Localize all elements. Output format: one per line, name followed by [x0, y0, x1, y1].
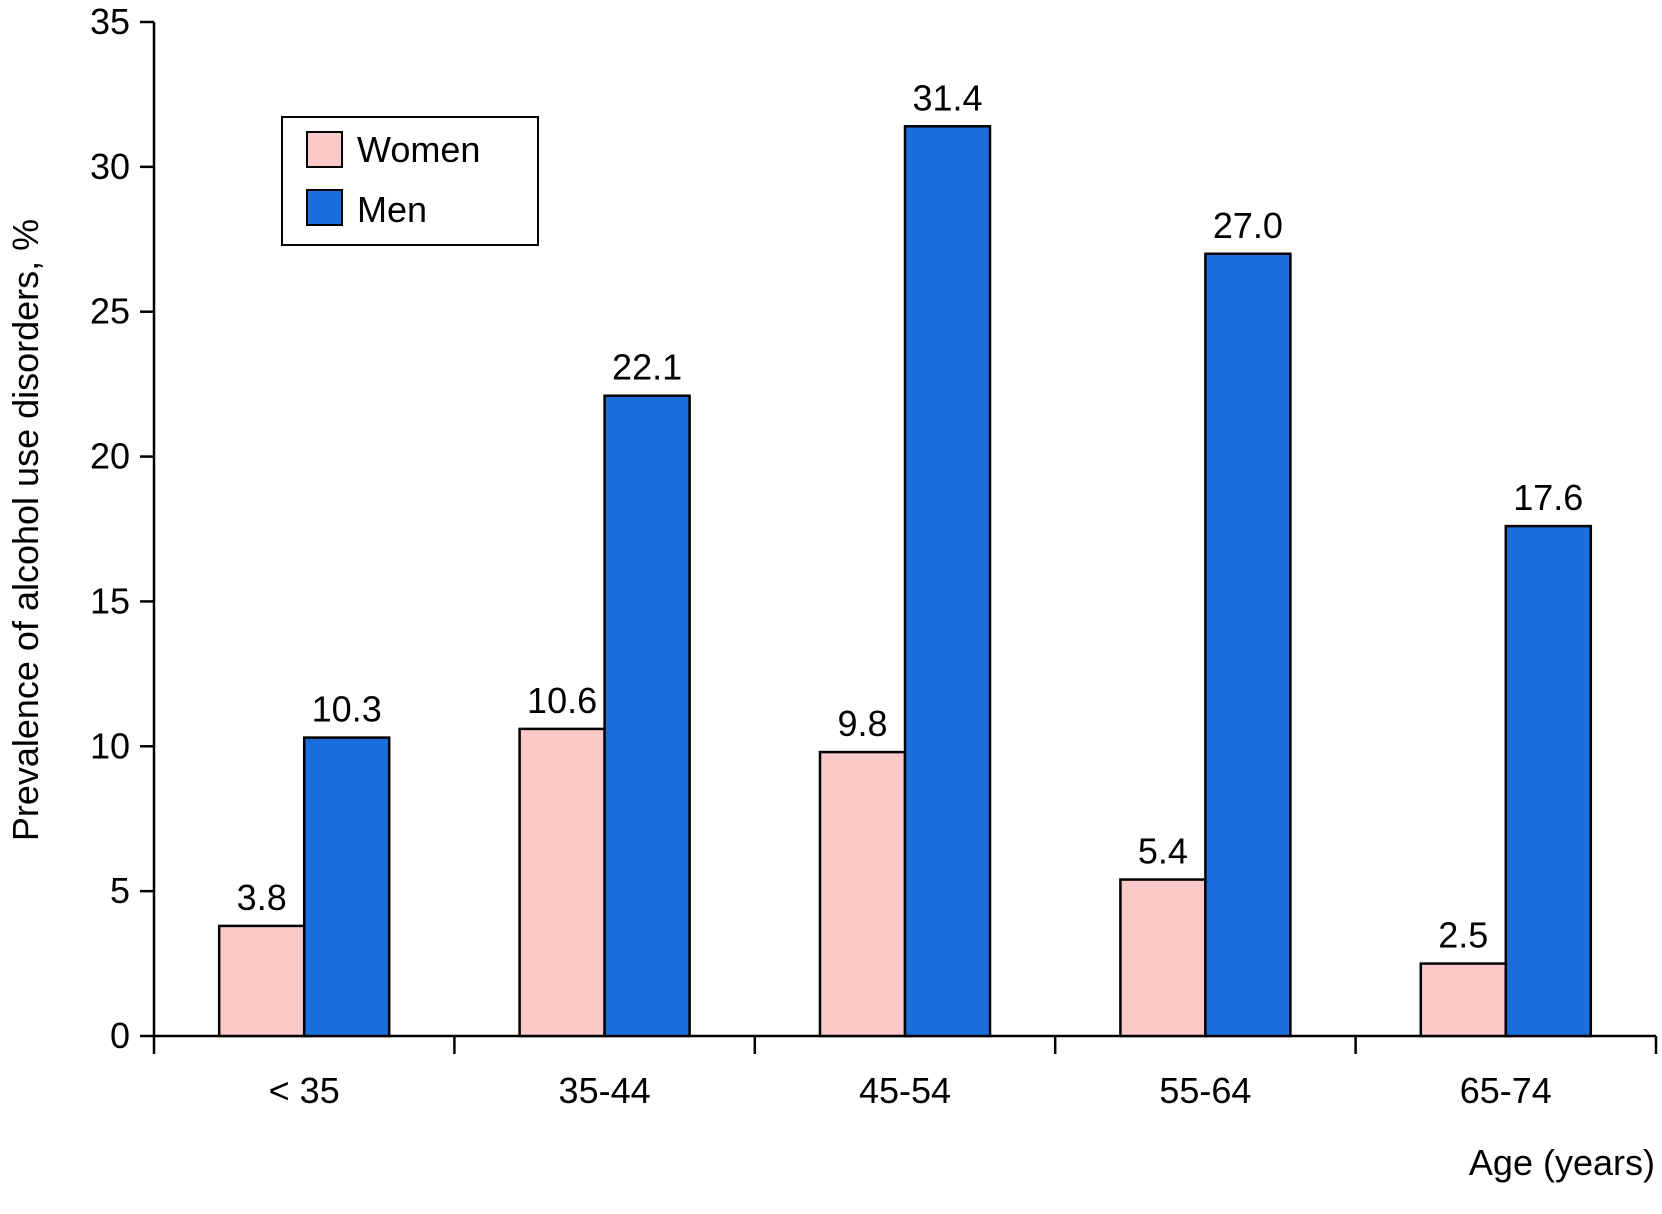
legend-swatch-women	[306, 131, 343, 168]
bars	[217, 125, 1593, 1038]
legend-label-women: Women	[357, 129, 480, 170]
bar-women	[818, 750, 907, 1038]
bar-men	[1204, 252, 1292, 1038]
bar-men	[903, 125, 992, 1038]
y-tick-label: 0	[110, 1015, 130, 1056]
y-tick-label: 10	[90, 725, 130, 766]
data-label-men: 10.3	[312, 689, 382, 730]
y-tick-label: 5	[110, 870, 130, 911]
legend-swatch-men	[306, 189, 343, 226]
bar-women	[217, 924, 306, 1038]
y-axis-title: Prevalence of alcohol use disorders, %	[5, 219, 46, 841]
y-tick-label: 25	[90, 291, 130, 332]
x-tick-label: 55-64	[1159, 1070, 1251, 1111]
data-label-men: 27.0	[1213, 205, 1283, 246]
x-tick-label: 45-54	[859, 1070, 951, 1111]
bar-men	[302, 736, 391, 1038]
legend: Women Men	[281, 116, 539, 246]
data-label-women: 10.6	[527, 680, 597, 721]
bar-men	[1504, 524, 1593, 1038]
legend-label-men: Men	[357, 189, 427, 230]
data-label-women: 3.8	[237, 877, 287, 918]
data-label-women: 2.5	[1438, 915, 1488, 956]
data-label-women: 5.4	[1138, 831, 1188, 872]
x-tick-label: < 35	[269, 1070, 340, 1111]
x-axis-title: Age (years)	[1469, 1142, 1655, 1183]
data-label-women: 9.8	[837, 703, 887, 744]
x-tick-label: 65-74	[1460, 1070, 1552, 1111]
data-labels: 3.8 10.3 10.6 22.1 9.8 31.4 5.4 27.0 2.5 17.6	[237, 77, 1584, 955]
y-tick-label: 15	[90, 580, 130, 621]
x-axis: < 35 35-44 45-54 55-64 65-74	[152, 1034, 1658, 1111]
data-label-men: 17.6	[1513, 477, 1583, 518]
x-tick-label: 35-44	[559, 1070, 651, 1111]
data-label-men: 22.1	[612, 347, 682, 388]
bar-women	[518, 727, 606, 1038]
y-tick-label: 30	[90, 146, 130, 187]
bar-women	[1419, 962, 1508, 1038]
y-axis: 0 5 10 15 20 25 30 35	[90, 1, 156, 1056]
y-tick-label: 35	[90, 1, 130, 42]
y-tick-label: 20	[90, 436, 130, 477]
bar-men	[603, 394, 691, 1038]
bar-women	[1119, 878, 1207, 1038]
data-label-men: 31.4	[912, 77, 982, 118]
